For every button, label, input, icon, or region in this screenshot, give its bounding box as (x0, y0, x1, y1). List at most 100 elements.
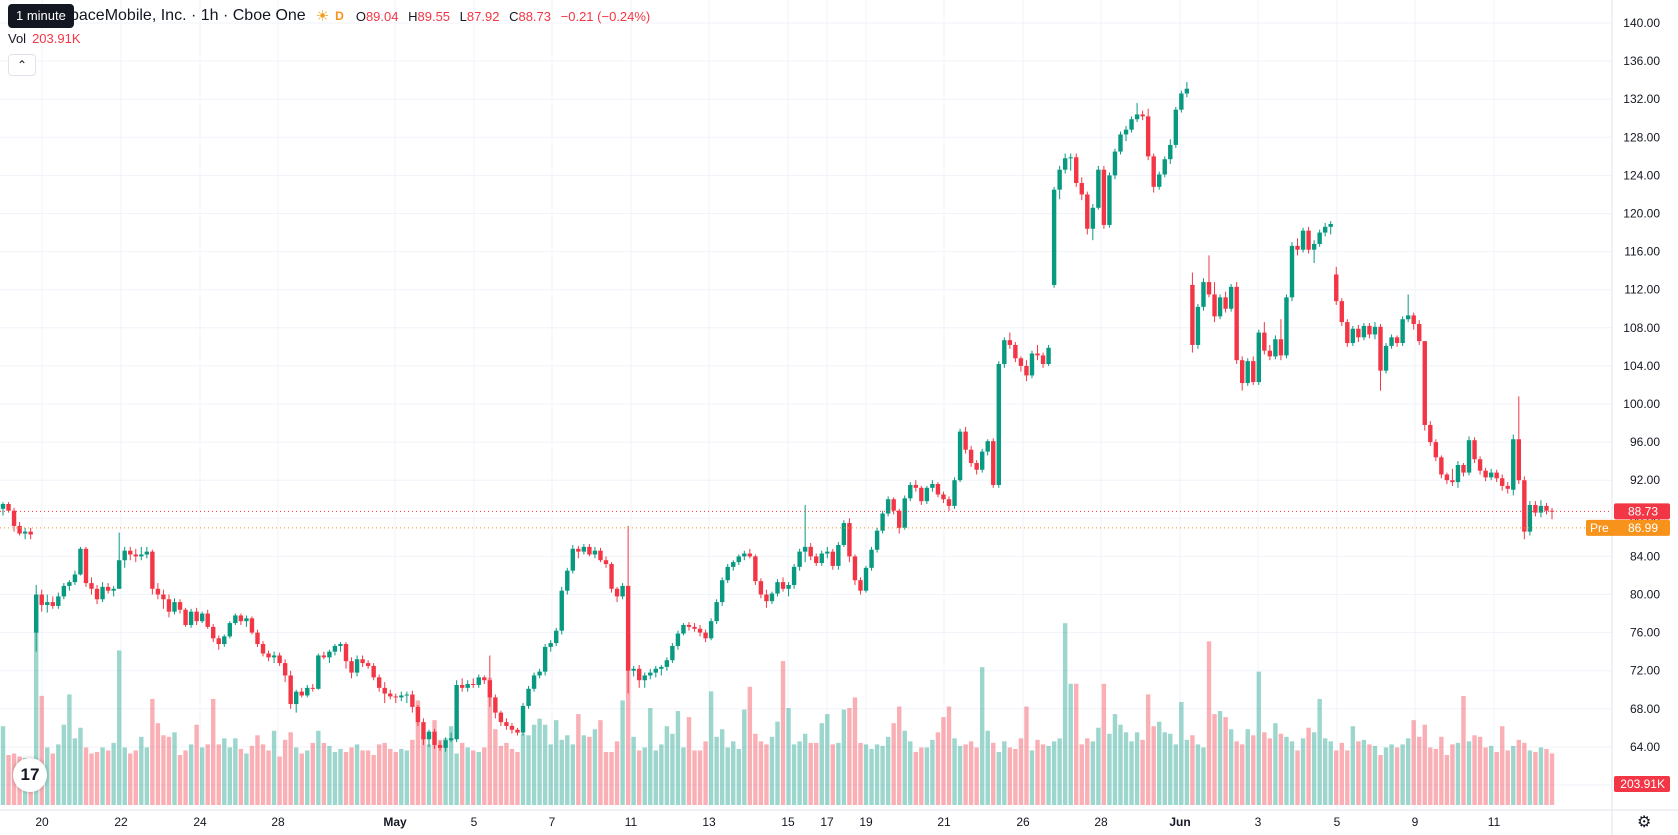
gear-icon[interactable]: ⚙ (1637, 814, 1652, 831)
candle-body (128, 550, 133, 555)
volume-bar (454, 753, 459, 805)
volume-bar (531, 724, 537, 805)
candle-body (161, 594, 166, 600)
volume-bar (520, 733, 526, 805)
volume-bar (1079, 744, 1084, 805)
candle-body (271, 655, 277, 658)
volume-bar (537, 718, 542, 805)
volume-bar (808, 742, 813, 805)
x-tick-label: 13 (702, 815, 716, 829)
x-tick-label: 22 (114, 815, 128, 829)
candle-body (1018, 358, 1024, 366)
candle-body (476, 677, 481, 685)
candle-body (664, 660, 670, 667)
candle-body (222, 636, 227, 645)
volume-bar (393, 751, 398, 805)
candle-body (459, 684, 465, 688)
candle-body (769, 593, 775, 602)
volume-bar (133, 750, 138, 805)
volume-bar (1018, 738, 1024, 805)
volume-bar (587, 736, 592, 805)
volume-bar (1168, 733, 1173, 805)
interval-badge: D (335, 9, 344, 23)
volume-bar (642, 747, 647, 805)
volume-bar (703, 741, 708, 805)
last-price-label: 88.73 (1628, 504, 1658, 518)
candle-body (1306, 230, 1311, 250)
volume-bar (897, 706, 902, 805)
candle-body (1240, 360, 1245, 384)
candle-body (708, 621, 714, 639)
tradingview-logo[interactable]: 17 (13, 758, 47, 792)
volume-bar (199, 747, 205, 805)
volume-bar (1212, 714, 1217, 805)
volume-bar (1450, 744, 1455, 805)
candle-body (238, 615, 244, 622)
candle-body (1101, 169, 1107, 225)
volume-bar (736, 748, 741, 805)
candle-body (797, 551, 802, 567)
collapse-button[interactable]: ⌃ (8, 54, 36, 76)
volume-bar (39, 695, 44, 805)
candle-body (714, 602, 719, 622)
candle-body (731, 562, 736, 567)
close-value: 88.73 (518, 8, 552, 24)
x-tick-label: 5 (471, 815, 478, 829)
volume-bar (1046, 745, 1051, 805)
candle-body (924, 487, 930, 502)
candle-body (1455, 464, 1461, 483)
volume-bar (1527, 750, 1533, 805)
volume-bar (1444, 755, 1450, 805)
y-tick-label: 104.00 (1623, 359, 1660, 373)
candle-body (625, 585, 631, 671)
volume-tag (1614, 776, 1670, 792)
candle-body (1378, 326, 1383, 371)
volume-bar (1024, 706, 1029, 805)
volume-bar (852, 697, 858, 805)
volume-bar (1162, 732, 1167, 805)
candle-body (1145, 116, 1151, 157)
volume-bar (697, 750, 703, 805)
candle-body (725, 566, 730, 581)
candle-body (979, 451, 985, 470)
volume-bar (686, 717, 692, 805)
candle-body (1134, 114, 1140, 120)
volume-legend: Vol 203.91K (8, 31, 81, 46)
volume-bar (1544, 748, 1549, 805)
candle-body (1212, 294, 1217, 317)
candle-body (1173, 109, 1179, 145)
volume-bar (1096, 727, 1101, 805)
interval-tooltip: 1 minute (8, 4, 74, 28)
y-tick-label: 140.00 (1623, 16, 1660, 30)
candle-body (609, 564, 614, 589)
y-tick-label: 136.00 (1623, 54, 1660, 68)
candle-body (935, 484, 941, 495)
volume-bar (349, 747, 354, 805)
candle-body (327, 651, 332, 658)
volume-bar (963, 744, 968, 805)
y-tick-label: 112.00 (1624, 283, 1660, 297)
candle-body (338, 644, 343, 646)
y-tick-label: 84.00 (1630, 549, 1660, 563)
candle-body (432, 731, 437, 745)
candle-body (1195, 306, 1201, 345)
volume-bar (288, 732, 293, 805)
candle-body (1151, 156, 1156, 187)
candle-body (548, 643, 553, 647)
candle-body (941, 494, 946, 500)
volume-bar (1262, 732, 1267, 805)
candle-body (742, 553, 747, 557)
x-tick-label: 17 (820, 815, 834, 829)
candle-body (1024, 365, 1029, 376)
volume-bar (476, 751, 481, 805)
volume-bar (1516, 739, 1522, 805)
candle-body (902, 498, 907, 528)
volume-bar (1417, 736, 1422, 805)
volume-bar (1090, 741, 1096, 805)
volume-bar (836, 742, 841, 805)
volume-bar (33, 605, 39, 805)
candle-body (45, 602, 50, 605)
symbol-title[interactable]: paceMobile, Inc. · 1h · Cboe One (70, 7, 306, 24)
volume-bar (1013, 748, 1018, 805)
